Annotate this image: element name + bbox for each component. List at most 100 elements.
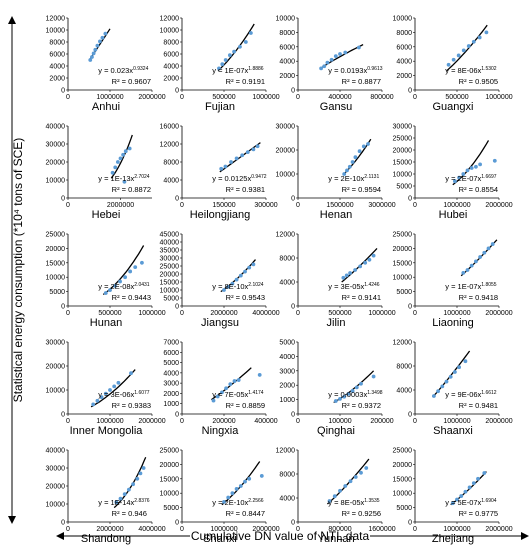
data-point [251, 147, 256, 152]
data-point [456, 53, 461, 58]
x-tick-label: 4000000 [252, 310, 279, 317]
y-tick-label: 25000 [393, 136, 413, 143]
data-point [332, 494, 337, 499]
province-name: Shaanxi [433, 425, 473, 437]
data-point [478, 162, 482, 167]
data-point [243, 269, 247, 274]
x-tick-label: 400000 [254, 418, 277, 425]
y-tick-label: 0 [175, 520, 179, 527]
x-tick-label: 500000 [212, 94, 235, 101]
y-tick-label: 0 [61, 304, 65, 311]
data-point [347, 164, 352, 169]
x-tick-label: 0 [66, 310, 70, 317]
data-point [366, 142, 370, 146]
data-point [100, 35, 105, 40]
panel-shanxi: 0 5000 10000 15000 20000 25000 0 1000000 2000000… [160, 448, 280, 546]
data-point [453, 370, 457, 374]
data-point [103, 391, 108, 396]
y-tick-label: 3000 [279, 368, 295, 375]
x-tick-label: 0 [296, 202, 300, 209]
panel-guangxi: 0 2000 4000 6000 8000 10000 0 500000 1000000 y = … [393, 16, 513, 114]
equation-label: y = 0.0003x1.3498 [328, 390, 383, 399]
data-point [345, 168, 349, 173]
y-tick-label: 15000 [393, 260, 413, 267]
data-point [95, 398, 100, 403]
equation-label: y = 9E-06x1.6612 [445, 390, 497, 399]
data-point [122, 492, 127, 496]
data-point [367, 257, 372, 262]
y-tick-label: 10000 [393, 16, 413, 23]
y-tick-label: 8000 [396, 364, 412, 371]
x-tick-label: 0 [413, 94, 417, 101]
data-point [353, 268, 358, 272]
x-tick-label: 0 [296, 310, 300, 317]
data-point [469, 263, 474, 268]
y-tick-label: 30000 [46, 340, 66, 347]
data-point [128, 269, 133, 274]
y-tick-label: 20000 [46, 160, 66, 167]
data-point [88, 58, 93, 62]
equation-label: y = 8E-06x1.5302 [445, 66, 497, 75]
data-point [103, 291, 108, 295]
y-tick-label: 0 [61, 412, 65, 419]
x-tick-label: 2000000 [138, 94, 165, 101]
x-tick-label: 500000 [98, 310, 121, 317]
data-point [135, 476, 140, 481]
equation-label: y = 2E-10x2.1131 [328, 174, 379, 183]
data-point [229, 160, 233, 164]
y-tick-label: 5000 [396, 505, 412, 512]
data-point [463, 489, 468, 494]
data-point [108, 288, 112, 293]
y-tick-label: 30000 [276, 124, 296, 131]
data-point [371, 253, 376, 258]
data-point [251, 262, 256, 267]
x-tick-label: 0 [180, 202, 184, 209]
data-point [234, 486, 239, 491]
x-tick-label: 500000 [445, 94, 468, 101]
y-tick-label: 0 [408, 304, 412, 311]
global-x-label: Cumulative DN value of NTL data [191, 529, 370, 543]
data-point [348, 479, 353, 484]
data-point [220, 390, 224, 395]
r2-label: R² = 0.9372 [342, 401, 381, 410]
data-point [354, 385, 359, 390]
y-tick-label: 12000 [46, 16, 66, 23]
province-name: Jiangsu [201, 317, 239, 329]
province-name: Qinghai [317, 425, 355, 437]
y-tick-label: 6000 [396, 44, 412, 51]
y-tick-label: 0 [291, 304, 295, 311]
y-tick-label: 25000 [46, 232, 66, 239]
y-tick-label: 0 [175, 88, 179, 95]
r2-label: R² = 0.9141 [342, 293, 381, 302]
y-tick-label: 4000 [279, 354, 295, 361]
x-tick-label: 1000000 [96, 418, 123, 425]
equation-label: y = 5E-07x1.6904 [445, 498, 497, 507]
y-tick-label: 0 [61, 88, 65, 95]
r2-label: R² = 0.946 [112, 509, 147, 518]
y-tick-label: 5000 [49, 289, 65, 296]
data-point [465, 268, 470, 272]
equation-label: y = 2E-08x2.0431 [98, 282, 150, 291]
panel-hunan: 0 5000 10000 15000 20000 25000 0 500000 1000000 y… [46, 232, 166, 330]
y-tick-label: 30000 [46, 466, 66, 473]
y-tick-label: 12000 [276, 232, 296, 239]
y-tick-label: 10000 [276, 172, 296, 179]
x-tick-label: 0 [66, 418, 70, 425]
data-point [118, 156, 123, 161]
panel-anhui: 0 2000 4000 6000 8000 10000 12000 0 1000000 20000… [46, 16, 166, 114]
data-point [230, 281, 235, 286]
data-point [463, 359, 468, 364]
x-tick-label: 0 [296, 526, 300, 533]
data-point [222, 288, 226, 292]
y-tick-label: 5000 [163, 505, 179, 512]
x-tick-label: 1000000 [443, 418, 470, 425]
y-tick-label: 0 [175, 412, 179, 419]
data-point [455, 497, 459, 502]
y-tick-label: 5000 [163, 296, 179, 303]
x-tick-label: 1000000 [443, 310, 470, 317]
data-point [333, 399, 338, 403]
data-point [243, 479, 247, 484]
data-point [466, 44, 471, 48]
data-point [238, 273, 243, 278]
